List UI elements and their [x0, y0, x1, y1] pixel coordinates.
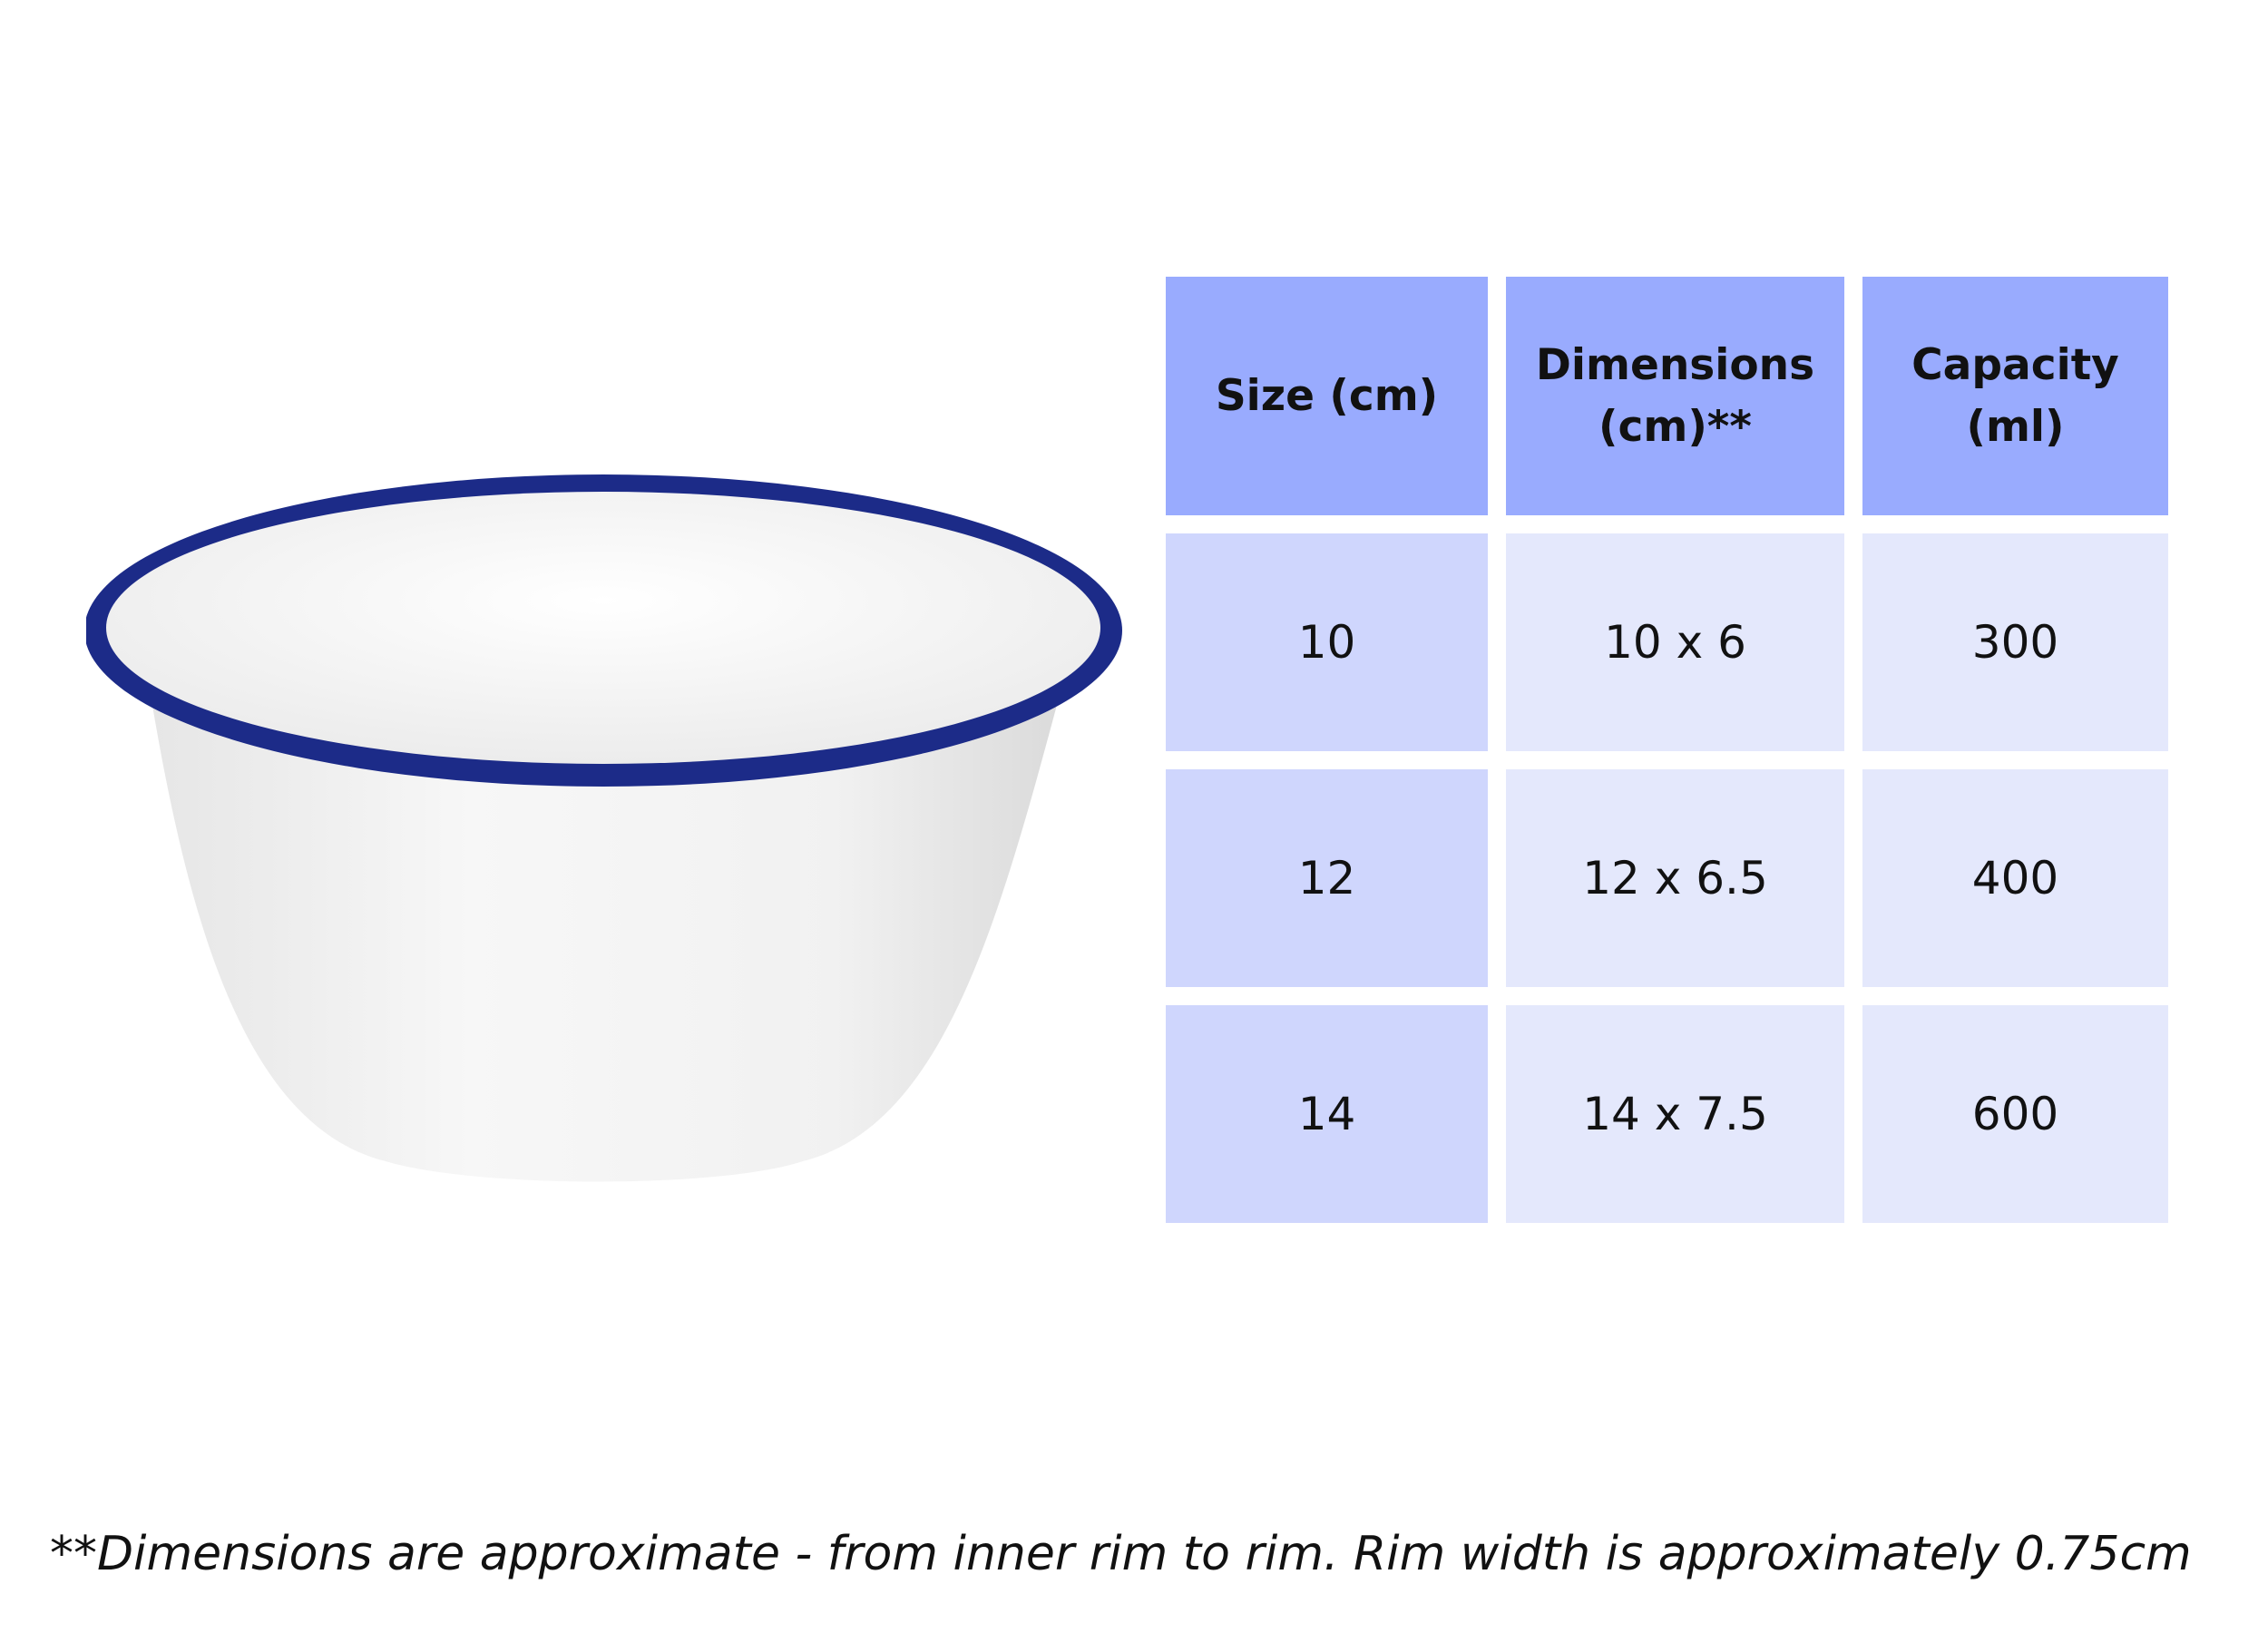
cell-size: 10 [1166, 533, 1488, 751]
cell-capacity: 400 [1862, 769, 2168, 987]
bowl-body [150, 671, 1066, 1182]
header-size: Size (cm) [1166, 277, 1488, 515]
cell-dimensions: 14 x 7.5 [1506, 1005, 1844, 1223]
size-table: Size (cm) Dimensions (cm)** Capacity (ml… [1148, 259, 2186, 1241]
table-row: 10 10 x 6 300 [1166, 533, 2168, 751]
enamel-bowl-icon [86, 474, 1122, 1182]
dimensions-footnote: **Dimensions are approximate - from inne… [50, 1527, 2192, 1581]
cell-capacity: 300 [1862, 533, 2168, 751]
cell-capacity: 600 [1862, 1005, 2168, 1223]
table-header-row: Size (cm) Dimensions (cm)** Capacity (ml… [1166, 277, 2168, 515]
bowl-inside [106, 492, 1100, 764]
cell-dimensions: 12 x 6.5 [1506, 769, 1844, 987]
cell-size: 14 [1166, 1005, 1488, 1223]
table-row: 14 14 x 7.5 600 [1166, 1005, 2168, 1223]
cell-size: 12 [1166, 769, 1488, 987]
header-capacity: Capacity (ml) [1862, 277, 2168, 515]
header-dimensions: Dimensions (cm)** [1506, 277, 1844, 515]
table-row: 12 12 x 6.5 400 [1166, 769, 2168, 987]
cell-dimensions: 10 x 6 [1506, 533, 1844, 751]
